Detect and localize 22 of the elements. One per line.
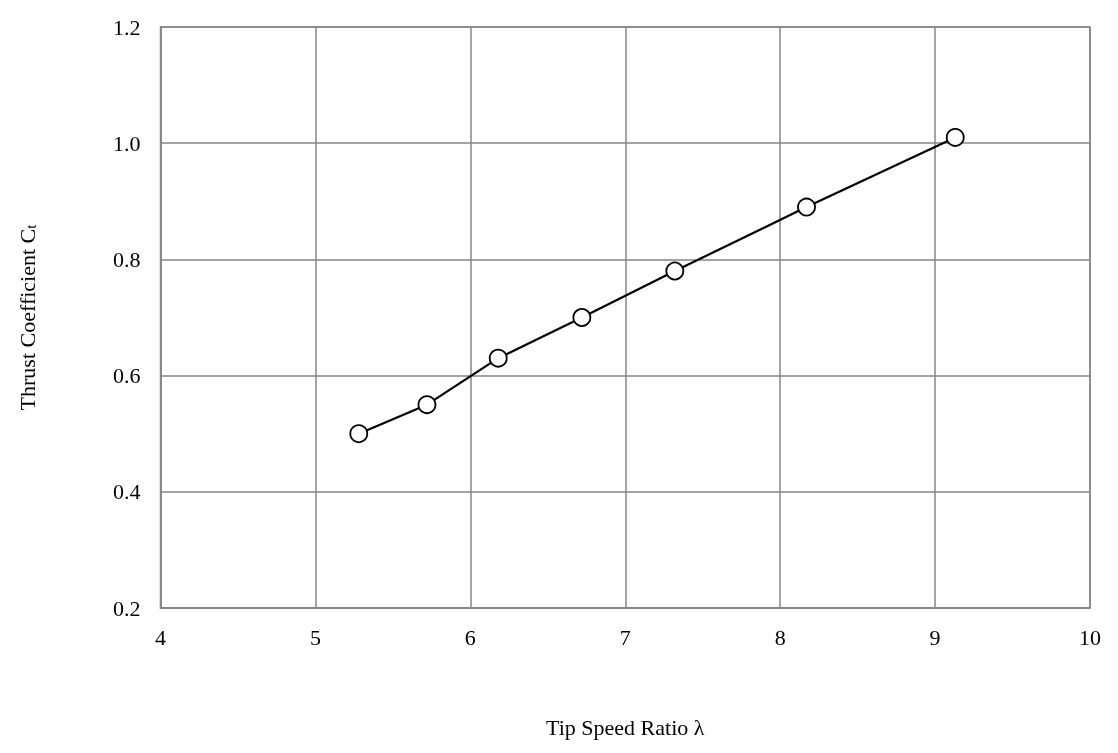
y-tick-label: 0.2 xyxy=(113,595,141,621)
y-tick-label: 0.8 xyxy=(113,246,141,272)
x-tick-label: 10 xyxy=(1079,624,1101,650)
point xyxy=(349,424,369,444)
x-tick-label: 4 xyxy=(155,624,166,650)
point xyxy=(488,348,508,368)
y-axis-title: Thrust Coefficient Ct xyxy=(14,223,40,411)
x-axis-title: Tip Speed Ratio λ xyxy=(546,714,705,740)
point xyxy=(797,197,816,217)
point xyxy=(945,127,965,147)
x-tick-label: 5 xyxy=(309,624,321,650)
point xyxy=(572,308,592,327)
point xyxy=(417,395,437,415)
x-tick-label: 6 xyxy=(464,624,476,650)
x-tick-label: 7 xyxy=(619,624,631,650)
y-tick-label: 1.2 xyxy=(113,14,141,40)
y-tick-label: 1.0 xyxy=(113,130,141,156)
y-tick-label: 0.6 xyxy=(113,363,141,389)
x-tick-label: 9 xyxy=(929,624,941,650)
point xyxy=(665,261,685,281)
x-tick-label: 8 xyxy=(774,624,786,650)
y-tick-label: 0.4 xyxy=(113,479,141,505)
